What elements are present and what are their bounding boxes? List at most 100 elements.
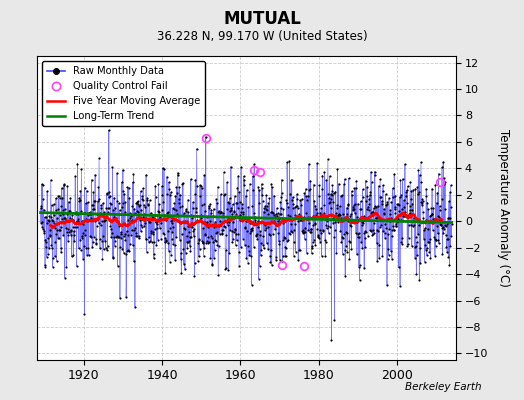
Point (101, 217, 109, 223)
Y-axis label: Temperature Anomaly (°C): Temperature Anomaly (°C) (497, 129, 510, 287)
Point (183, 223, 192, 229)
Point (211, 237, 219, 243)
Point (347, 188, 356, 194)
Point (79, 256, 87, 262)
Point (164, 209, 172, 216)
Point (301, 186, 310, 192)
Point (225, 200, 233, 206)
Point (50, 212, 58, 218)
Point (333, 166, 342, 172)
Point (41, 264, 49, 270)
Point (444, 215, 452, 221)
Point (433, 223, 441, 229)
Point (108, 164, 117, 170)
Point (230, 208, 238, 215)
Point (431, 182, 440, 188)
Point (78, 233, 86, 240)
Point (202, 220, 211, 226)
Point (65, 208, 73, 214)
Point (266, 252, 274, 259)
Point (351, 218, 359, 224)
Point (390, 226, 398, 233)
Point (390, 206, 399, 213)
Point (395, 202, 403, 209)
Point (177, 250, 185, 256)
Point (246, 220, 254, 226)
Point (366, 210, 375, 216)
Point (400, 204, 408, 210)
Point (199, 253, 208, 259)
Point (283, 159, 291, 166)
Point (102, 191, 111, 198)
Point (447, 233, 455, 239)
Point (406, 203, 414, 209)
Point (148, 215, 156, 221)
Point (347, 210, 355, 217)
Point (276, 257, 284, 263)
Point (427, 212, 435, 218)
Point (119, 188, 127, 194)
Point (403, 240, 412, 247)
Point (259, 242, 267, 248)
Point (416, 245, 424, 251)
Point (385, 252, 393, 258)
Point (90, 234, 98, 240)
Point (199, 239, 208, 246)
Point (70, 224, 79, 230)
Point (390, 171, 398, 177)
Point (113, 233, 121, 240)
Point (92, 240, 101, 246)
Point (272, 254, 280, 260)
Point (162, 210, 171, 216)
Point (421, 242, 429, 248)
Point (333, 219, 342, 225)
Point (294, 257, 302, 263)
Point (54, 193, 63, 200)
Point (133, 208, 141, 214)
Point (366, 188, 375, 195)
Point (212, 229, 220, 236)
Point (110, 233, 118, 240)
Point (70, 228, 78, 234)
Point (219, 227, 227, 233)
Point (192, 205, 200, 211)
Point (56, 212, 64, 218)
Point (402, 189, 410, 196)
Point (59, 207, 67, 213)
Point (135, 202, 144, 208)
Point (178, 181, 187, 188)
Point (191, 219, 200, 225)
Point (125, 194, 134, 201)
Point (106, 201, 115, 207)
Point (183, 196, 192, 203)
Point (195, 237, 203, 244)
Point (58, 185, 66, 191)
Point (149, 230, 157, 237)
Point (256, 252, 265, 258)
Point (104, 204, 113, 211)
Point (86, 233, 94, 239)
Point (155, 201, 163, 207)
Point (105, 127, 113, 133)
Point (200, 172, 209, 178)
Point (427, 205, 435, 212)
Point (127, 227, 136, 233)
Point (56, 194, 64, 201)
Point (236, 199, 244, 206)
Point (287, 220, 295, 227)
Point (119, 233, 128, 240)
Point (358, 218, 366, 225)
Point (81, 227, 90, 234)
Point (443, 221, 452, 227)
Point (358, 186, 367, 193)
Point (357, 222, 366, 228)
Point (49, 218, 58, 224)
Point (91, 218, 100, 224)
Point (410, 218, 419, 224)
Point (134, 208, 142, 215)
Point (97, 218, 106, 224)
Point (404, 214, 412, 220)
Point (271, 220, 279, 227)
Point (120, 190, 128, 197)
Point (400, 213, 409, 219)
